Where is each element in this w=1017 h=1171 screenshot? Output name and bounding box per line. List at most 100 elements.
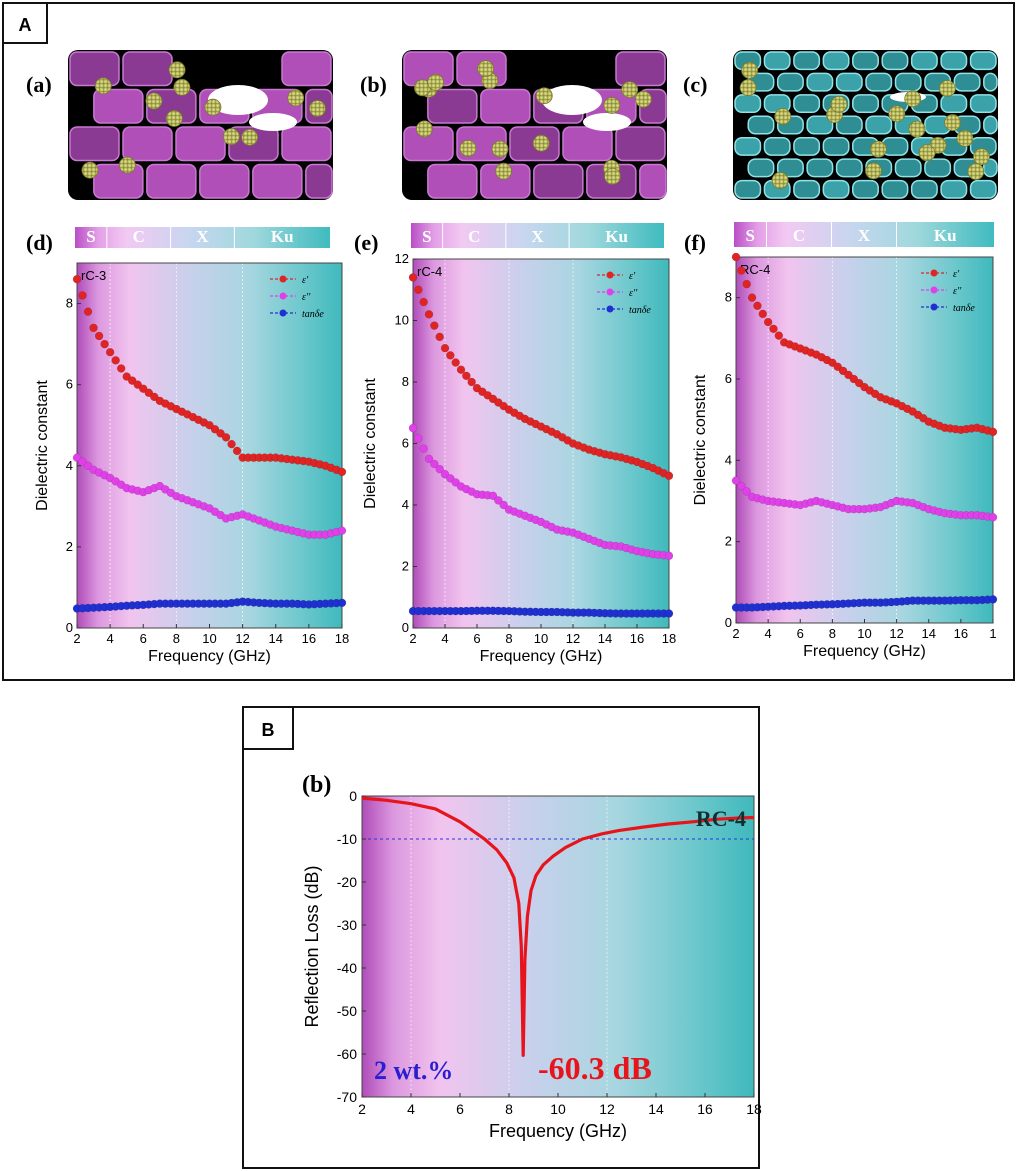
data-point (205, 420, 214, 430)
x-tick-label: 6 (797, 626, 804, 641)
nanoparticle (459, 139, 477, 157)
data-point (742, 279, 751, 289)
y-axis-label: Dielectric constant (34, 380, 51, 511)
foam-cell (734, 94, 762, 114)
legend-label-eps_real: ε' (302, 275, 309, 286)
legend-label-tan: tanδe (302, 309, 324, 320)
x-tick-label: 10 (534, 631, 548, 646)
data-point (769, 324, 778, 334)
nanoparticle (938, 80, 956, 97)
x-axis-label: Frequency (GHz) (489, 1121, 627, 1141)
data-point (456, 365, 466, 374)
series-eps_real (731, 252, 998, 437)
panel-b-tag (242, 706, 294, 750)
x-tick-label: 14 (922, 626, 936, 641)
data-point (737, 481, 746, 491)
data-point (731, 252, 741, 262)
nanoparticle (956, 129, 974, 147)
y-tick-label: 4 (66, 458, 73, 473)
foam-cell (894, 158, 922, 178)
foam-cell (865, 115, 893, 135)
y-tick-label: 0 (66, 620, 73, 635)
nanoparticle (309, 100, 326, 117)
foam-cell (793, 94, 821, 114)
nanoparticle (604, 167, 621, 185)
x-tick-label: 2 (409, 631, 416, 646)
data-point (435, 332, 444, 342)
legend-label-tan: tanδe (953, 303, 975, 314)
foam-cell (881, 179, 909, 199)
x-tick-label: 12 (566, 631, 580, 646)
y-axis-label: Dielectric constant (692, 374, 709, 505)
band-label-s: S (746, 226, 755, 245)
series-tan (731, 595, 998, 612)
panel-a-frame (2, 2, 1015, 681)
data-point (737, 266, 746, 275)
nanoparticle (634, 90, 652, 108)
foam-cell (969, 94, 997, 114)
y-tick-label: 0 (725, 615, 732, 630)
band-label-x: X (196, 227, 209, 246)
x-tick-label: 4 (407, 1101, 415, 1117)
foam-cell (305, 163, 333, 199)
legend-marker-tan (279, 309, 287, 317)
legend-label-eps_real: ε' (953, 269, 960, 280)
foam-cell (852, 94, 879, 114)
y-tick-label: 8 (402, 374, 409, 389)
x-axis-label: Frequency (GHz) (148, 648, 271, 665)
y-tick-label: 2 (725, 534, 732, 549)
data-point (337, 526, 347, 535)
nanoparticle (944, 114, 961, 131)
foam-cell (533, 163, 584, 199)
y-axis-label: Reflection Loss (dB) (302, 865, 322, 1027)
y-tick-label: 8 (66, 296, 73, 311)
x-tick-label: 8 (505, 631, 512, 646)
series-eps_imag (408, 423, 674, 560)
chart-panel-label: (e) (354, 230, 378, 255)
foam-cell (806, 115, 834, 135)
legend-marker-tan (606, 305, 614, 313)
foam-cell (835, 72, 863, 92)
pore (208, 85, 268, 115)
foam-cell (894, 72, 922, 92)
x-tick-label: 8 (829, 626, 836, 641)
foam-cell (910, 179, 938, 199)
series-eps_real (408, 273, 674, 481)
foam-cell (822, 136, 850, 156)
foam-cell (639, 163, 667, 199)
legend-marker-eps_imag (279, 292, 287, 300)
foam-cell (793, 179, 821, 199)
y-tick-label: 2 (402, 559, 409, 574)
nanoparticle (118, 156, 136, 174)
nanoparticle (287, 89, 305, 107)
foam-cell (734, 179, 762, 199)
data-point (116, 364, 126, 373)
x-tick-label: 12 (889, 626, 903, 641)
nanoparticle (830, 96, 848, 113)
nanoparticle (771, 172, 789, 189)
band-label-ku: Ku (605, 227, 628, 246)
data-point (763, 317, 773, 327)
sample-label: RC-4 (740, 262, 770, 277)
data-point (122, 372, 131, 381)
foam-cell (763, 51, 791, 71)
data-point (419, 297, 428, 307)
data-point (664, 609, 674, 618)
x-tick-label: 4 (107, 631, 114, 646)
x-tick-label: 8 (173, 631, 180, 646)
data-point (988, 427, 998, 437)
x-axis-label: Frequency (GHz) (803, 643, 926, 660)
nanoparticle (869, 140, 887, 158)
data-point (414, 434, 423, 443)
legend-marker-eps_imag (930, 286, 938, 294)
loading-annotation: 2 wt.% (374, 1056, 453, 1085)
data-point (216, 429, 225, 438)
nanoparticle (774, 108, 792, 125)
data-point (72, 274, 82, 284)
foam-cell (427, 163, 478, 199)
data-point (440, 343, 450, 353)
data-point (227, 439, 236, 449)
data-point (988, 513, 998, 522)
